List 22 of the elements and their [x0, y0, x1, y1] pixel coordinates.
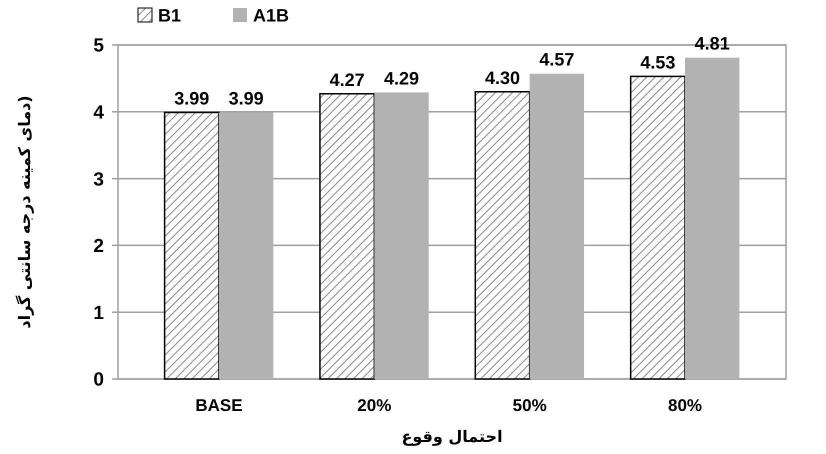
x-tick-label: 20% — [357, 396, 392, 415]
data-label: 4.27 — [330, 70, 365, 90]
y-axis-title: دمای کمینه درجه سانتی گراد) — [15, 95, 34, 329]
data-label: 4.57 — [539, 50, 574, 70]
x-tick-label: BASE — [195, 396, 243, 415]
x-tick-label: 50% — [512, 396, 547, 415]
legend-label: B1 — [158, 5, 182, 26]
y-tick-label: 0 — [93, 370, 104, 391]
y-tick-label: 5 — [93, 36, 104, 57]
y-tick-label: 4 — [93, 102, 104, 124]
data-label: 4.81 — [694, 34, 730, 54]
legend-label: A1B — [253, 5, 290, 26]
data-label: 4.53 — [640, 52, 676, 72]
y-tick-label: 1 — [93, 302, 104, 324]
data-label: 3.99 — [174, 88, 210, 108]
data-label: 3.99 — [228, 88, 264, 108]
x-tick-label: 80% — [668, 396, 702, 415]
x-axis-title: احتمال وقوع — [401, 427, 503, 446]
y-tick-label: 3 — [93, 169, 104, 190]
data-label: 4.29 — [384, 68, 420, 88]
data-label: 4.30 — [484, 68, 520, 88]
y-tick-label: 2 — [93, 236, 104, 258]
